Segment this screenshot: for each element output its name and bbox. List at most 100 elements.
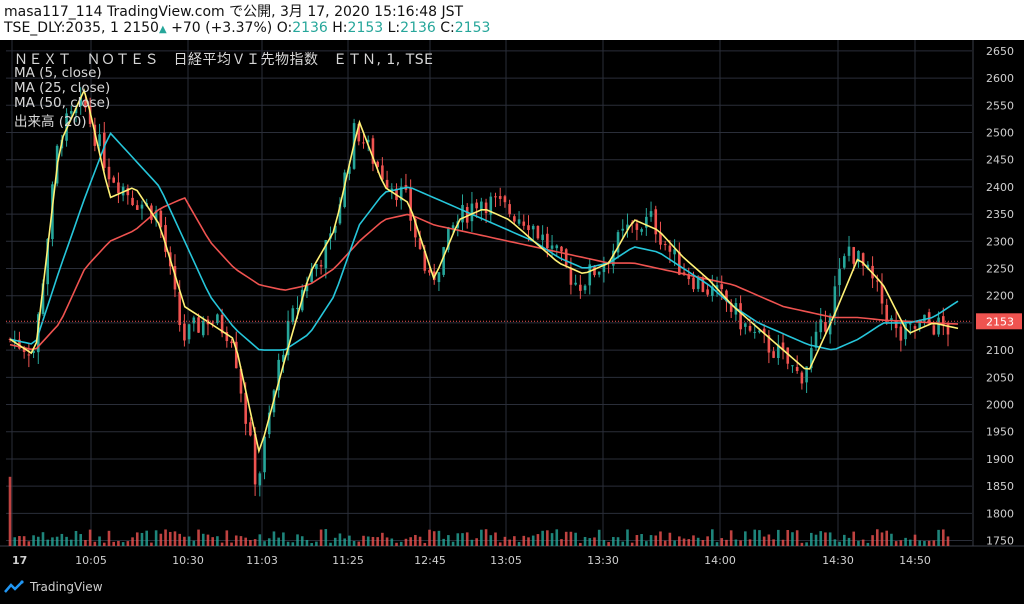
candle-body (866, 264, 870, 268)
volume-bar (890, 533, 893, 546)
footer-bar (0, 576, 1024, 604)
candle-body (46, 238, 50, 285)
symbol-legend: ＮＥＸＴ ＮＯＴＥＳ 日経平均ＶＩ先物指数 ＥＴＮ, 1, TSE (14, 52, 434, 68)
symbol-code: TSE_DLY:2035, 1 (4, 20, 119, 36)
volume-bar (498, 542, 502, 546)
candle-body (192, 317, 196, 324)
volume-bar (715, 542, 719, 546)
candle-body (593, 266, 596, 276)
price-chart[interactable]: 2650 2600 2550 2500 2450 2400 2350 2300 2250 2200… (0, 40, 1024, 576)
volume-bar (852, 531, 856, 546)
volume-bar (239, 536, 243, 546)
publish-date: で公開, 3月 17, 2020 15:16:48 JST (229, 4, 464, 20)
volume-bar (145, 530, 148, 546)
candle-body (645, 216, 648, 228)
volume-bar (701, 540, 705, 546)
volume-bar (18, 536, 21, 546)
candle-body (216, 314, 219, 324)
brand-logo[interactable]: TradingView (4, 580, 103, 594)
candle-body (517, 219, 521, 224)
author-name[interactable]: masa117_114 (4, 4, 103, 20)
volume-bar (315, 541, 318, 546)
candle-body (183, 323, 186, 341)
candle-body (908, 323, 912, 325)
volume-bar (13, 537, 17, 546)
volume-bar (626, 529, 629, 546)
candle-body (140, 204, 144, 209)
volume-bar (786, 530, 790, 546)
volume-bar (216, 536, 219, 546)
volume-bar (192, 540, 196, 546)
site-name[interactable]: TradingView.com (107, 4, 225, 20)
candle-body (489, 196, 493, 215)
volume-bar (927, 540, 931, 546)
volume-bar (442, 538, 445, 546)
candle-body (522, 221, 526, 226)
volume-bar (418, 536, 422, 546)
volume-bar (522, 535, 526, 546)
candle-body (277, 359, 280, 391)
close-label: C: (440, 20, 455, 36)
candle-body (428, 270, 431, 273)
price-tick-label: 2350 (986, 208, 1014, 221)
time-tick-label: 11:25 (332, 554, 364, 567)
volume-bar (277, 537, 280, 546)
volume-bar (409, 537, 412, 546)
price-tick-label: 2000 (986, 399, 1014, 412)
volume-bar (51, 537, 54, 546)
candle-body (791, 365, 794, 367)
volume-bar (630, 542, 634, 546)
price-tick-label: 2250 (986, 263, 1014, 276)
candle-body (800, 372, 804, 384)
ma25-legend: MA (25, close) (14, 80, 111, 96)
volume-bar (333, 537, 337, 546)
candle-body (527, 225, 530, 231)
candle-body (447, 227, 450, 250)
candle-body (470, 203, 474, 222)
volume-bar (687, 539, 691, 546)
volume-bar (795, 530, 799, 546)
candle-body (333, 225, 337, 233)
candle-body (843, 256, 846, 268)
candle-body (852, 247, 856, 264)
volume-bar (399, 541, 403, 546)
candle-body (899, 326, 903, 341)
volume-bar (447, 535, 450, 546)
candle-body (579, 284, 582, 291)
volume-bar (36, 536, 40, 546)
volume-bar (140, 532, 144, 546)
volume-bar (668, 532, 672, 546)
volume-bar (319, 529, 323, 546)
volume-bar (871, 535, 874, 546)
candle-body (296, 307, 299, 310)
price-tick-label: 2100 (986, 344, 1014, 357)
volume-bar (880, 532, 884, 546)
volume-bar (531, 535, 535, 546)
candle-body (480, 201, 483, 210)
candle-body (74, 108, 78, 114)
last-price: 2150 (123, 20, 159, 36)
tradingview-logo-icon (4, 580, 24, 593)
volume-bar (711, 529, 714, 546)
candle-body (286, 320, 290, 356)
volume-bar (41, 532, 45, 546)
volume-bar (744, 531, 747, 546)
volume-bar (484, 529, 488, 546)
volume-bar (739, 540, 742, 546)
time-tick-label: 14:00 (704, 554, 736, 567)
time-tick-label: 11:03 (246, 554, 278, 567)
candle-body (937, 317, 940, 335)
volume-bar (621, 541, 625, 546)
candle-body (715, 285, 719, 289)
volume-bar (866, 542, 870, 546)
candle-body (154, 210, 158, 221)
candle-body (885, 304, 889, 322)
volume-bar (230, 542, 233, 546)
volume-bar (725, 539, 728, 546)
price-tick-label: 2650 (986, 45, 1014, 58)
candle-body (399, 186, 403, 201)
candle-body (164, 225, 167, 252)
candle-body (569, 267, 573, 285)
volume-bar (310, 542, 313, 546)
volume-bar (536, 534, 540, 546)
